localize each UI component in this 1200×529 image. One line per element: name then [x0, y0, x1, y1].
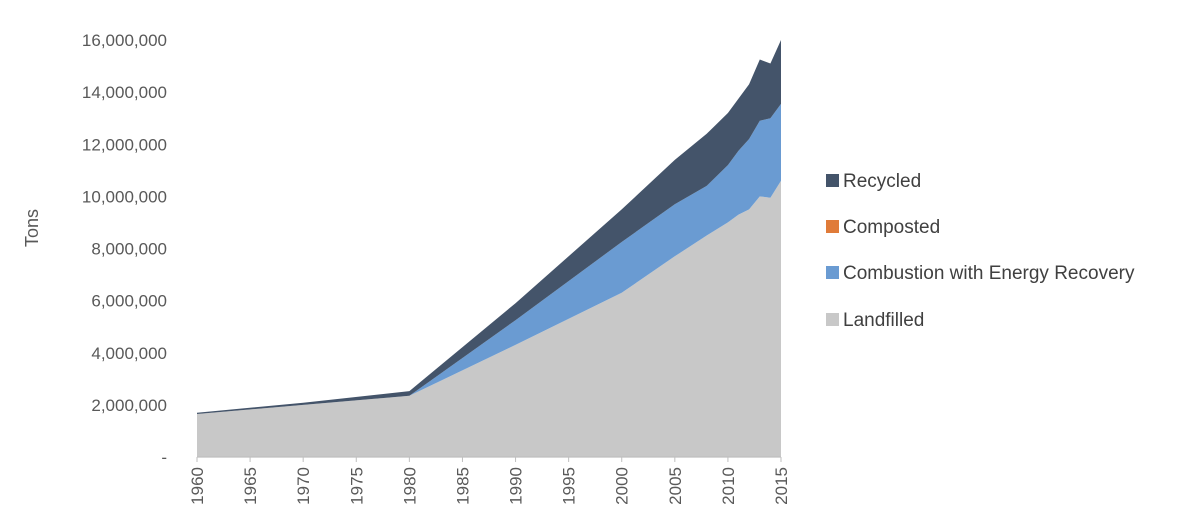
legend-swatch-landfilled — [826, 313, 839, 326]
legend-swatch-recycled — [826, 174, 839, 187]
y-tick-label: 14,000,000 — [82, 83, 167, 102]
y-tick-label: 16,000,000 — [82, 31, 167, 50]
y-axis-title: Tons — [22, 209, 42, 247]
y-tick-label: 8,000,000 — [91, 240, 167, 259]
y-axis-ticks: - 2,000,000 4,000,000 6,000,000 8,000,000 10,… — [82, 31, 167, 467]
x-tick-label: 1965 — [241, 467, 260, 505]
x-tick-label: 2010 — [719, 467, 738, 505]
x-tick-label: 2005 — [666, 467, 685, 505]
y-tick-label: 10,000,000 — [82, 187, 167, 206]
y-tick-label: - — [161, 448, 167, 467]
legend-swatch-combustion-with-energy-recovery — [826, 266, 839, 279]
x-tick-label: 1985 — [453, 467, 472, 505]
x-tick-label: 1990 — [507, 467, 526, 505]
y-tick-label: 2,000,000 — [91, 396, 167, 415]
legend-label-landfilled: Landfilled — [843, 310, 924, 331]
legend-label-recycled: Recycled — [843, 171, 921, 192]
x-axis-ticks: 1960 1965 1970 1975 1980 1985 1990 1995 2000 2005… — [188, 457, 791, 505]
x-tick-label: 1970 — [294, 467, 313, 505]
legend-label-composted: Composted — [843, 217, 940, 238]
y-tick-label: 4,000,000 — [91, 344, 167, 363]
y-tick-label: 6,000,000 — [91, 292, 167, 311]
x-tick-label: 2000 — [613, 467, 632, 505]
legend-swatch-composted — [826, 220, 839, 233]
area-series-landfilled — [197, 180, 781, 457]
y-tick-label: 12,000,000 — [82, 135, 167, 154]
legend: Recycled Composted Combustion with Energy … — [826, 171, 1135, 331]
x-tick-label: 1975 — [347, 467, 366, 505]
x-tick-label: 2015 — [772, 467, 791, 505]
x-tick-label: 1960 — [188, 467, 207, 505]
x-tick-label: 1980 — [400, 467, 419, 505]
legend-label-combustion-with-energy-recovery: Combustion with Energy Recovery — [843, 263, 1135, 284]
x-tick-label: 1995 — [560, 467, 579, 505]
area-series-combustion-with-energy-recovery — [197, 103, 781, 415]
plot-area — [197, 40, 781, 457]
